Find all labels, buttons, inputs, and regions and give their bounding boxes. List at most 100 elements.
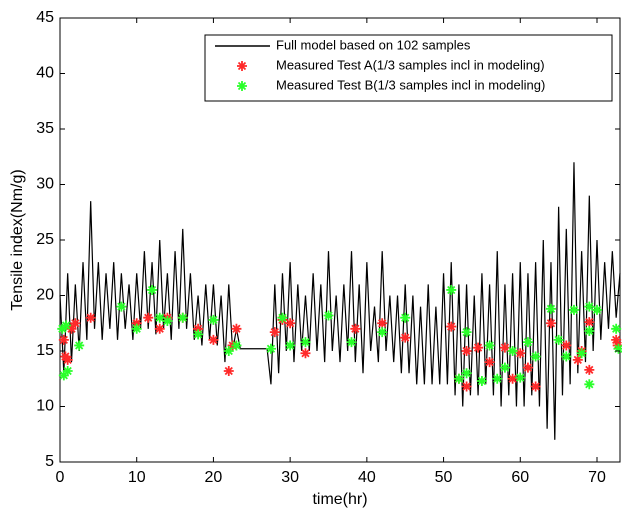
x-tick-label: 20 — [205, 469, 223, 486]
star-point — [611, 334, 622, 345]
star-point — [377, 318, 388, 329]
star-point — [499, 342, 510, 353]
legend-label: Measured Test A(1/3 samples incl in mode… — [276, 57, 545, 72]
star-point — [131, 323, 142, 334]
star-point — [446, 321, 457, 332]
star-point — [446, 284, 457, 295]
star-point — [453, 373, 464, 384]
star-point — [584, 317, 595, 328]
star-point — [515, 372, 526, 383]
y-tick-label: 20 — [36, 287, 54, 304]
star-point — [553, 334, 564, 345]
star-point — [584, 379, 595, 390]
star-point — [611, 323, 622, 334]
star-point — [285, 340, 296, 351]
star-point — [143, 312, 154, 323]
star-point — [545, 318, 556, 329]
x-tick-label: 10 — [128, 469, 146, 486]
star-point — [492, 373, 503, 384]
star-point — [584, 326, 595, 337]
legend-swatch — [237, 81, 247, 91]
y-tick-label: 40 — [36, 65, 54, 82]
star-point — [177, 312, 188, 323]
star-point — [285, 318, 296, 329]
star-point — [545, 303, 556, 314]
legend-box — [204, 34, 613, 102]
star-point — [323, 310, 334, 321]
star-point — [572, 354, 583, 365]
star-point — [193, 323, 204, 334]
star-point — [377, 327, 388, 338]
star-point — [57, 323, 68, 334]
star-point — [350, 323, 361, 334]
star-point — [461, 346, 472, 356]
legend: Full model based on 102 samples Measured … — [204, 34, 613, 102]
y-tick-label: 45 — [36, 9, 54, 26]
star-point — [277, 312, 288, 323]
star-point — [591, 304, 602, 315]
star-point — [70, 318, 81, 329]
star-point — [484, 357, 495, 368]
star-point — [85, 312, 96, 323]
y-tick-label: 15 — [36, 342, 54, 359]
x-tick-label: 50 — [435, 469, 453, 486]
star-point — [58, 334, 69, 345]
legend-label: Full model based on 102 samples — [276, 37, 471, 52]
star-point — [346, 337, 357, 348]
star-point — [208, 314, 219, 325]
star-point — [473, 342, 484, 353]
star-point — [265, 343, 276, 354]
x-tick-label: 60 — [511, 469, 529, 486]
star-point — [522, 362, 533, 373]
model-line — [59, 162, 621, 440]
legend-swatch — [237, 61, 247, 71]
star-point — [231, 340, 242, 351]
star-point — [515, 348, 526, 359]
y-tick-label: 10 — [36, 398, 54, 415]
marks — [57, 162, 622, 440]
star-point — [568, 304, 579, 315]
x-tick-label: 30 — [281, 469, 299, 486]
star-point — [147, 284, 158, 295]
star-point — [476, 375, 487, 386]
x-axis-label: time(hr) — [312, 491, 367, 508]
star-point — [269, 327, 280, 338]
star-point — [530, 381, 541, 392]
star-point — [300, 337, 311, 348]
star-point — [461, 381, 472, 392]
star-point — [62, 365, 73, 376]
star-point — [208, 334, 219, 345]
star-point — [484, 340, 495, 351]
star-point — [74, 340, 85, 351]
star-point — [507, 346, 518, 356]
x-tick-label: 0 — [56, 469, 65, 486]
star-point — [461, 368, 472, 379]
star-point — [300, 348, 311, 359]
star-point — [58, 370, 69, 381]
star-point — [499, 362, 510, 373]
star-point — [231, 323, 242, 334]
x-tick-label: 40 — [358, 469, 376, 486]
star-point — [584, 301, 595, 312]
star-point — [223, 365, 234, 376]
star-point — [154, 312, 165, 323]
star-point — [66, 323, 77, 334]
star-point — [561, 340, 572, 351]
y-axis-label: Tensile index(Nm/g) — [9, 169, 26, 310]
y-tick-label: 5 — [45, 453, 54, 470]
star-point — [461, 327, 472, 338]
star-point — [613, 343, 622, 354]
star-point — [530, 351, 541, 362]
legend-label: Measured Test B(1/3 samples incl in mode… — [276, 77, 545, 92]
star-point — [116, 301, 127, 312]
y-tick-label: 25 — [36, 231, 54, 248]
star-point — [576, 348, 587, 359]
star-point — [162, 316, 173, 327]
star-point — [507, 373, 518, 384]
star-point — [400, 332, 411, 343]
x-tick-label: 70 — [588, 469, 606, 486]
star-point — [61, 320, 72, 331]
star-point — [154, 323, 165, 334]
